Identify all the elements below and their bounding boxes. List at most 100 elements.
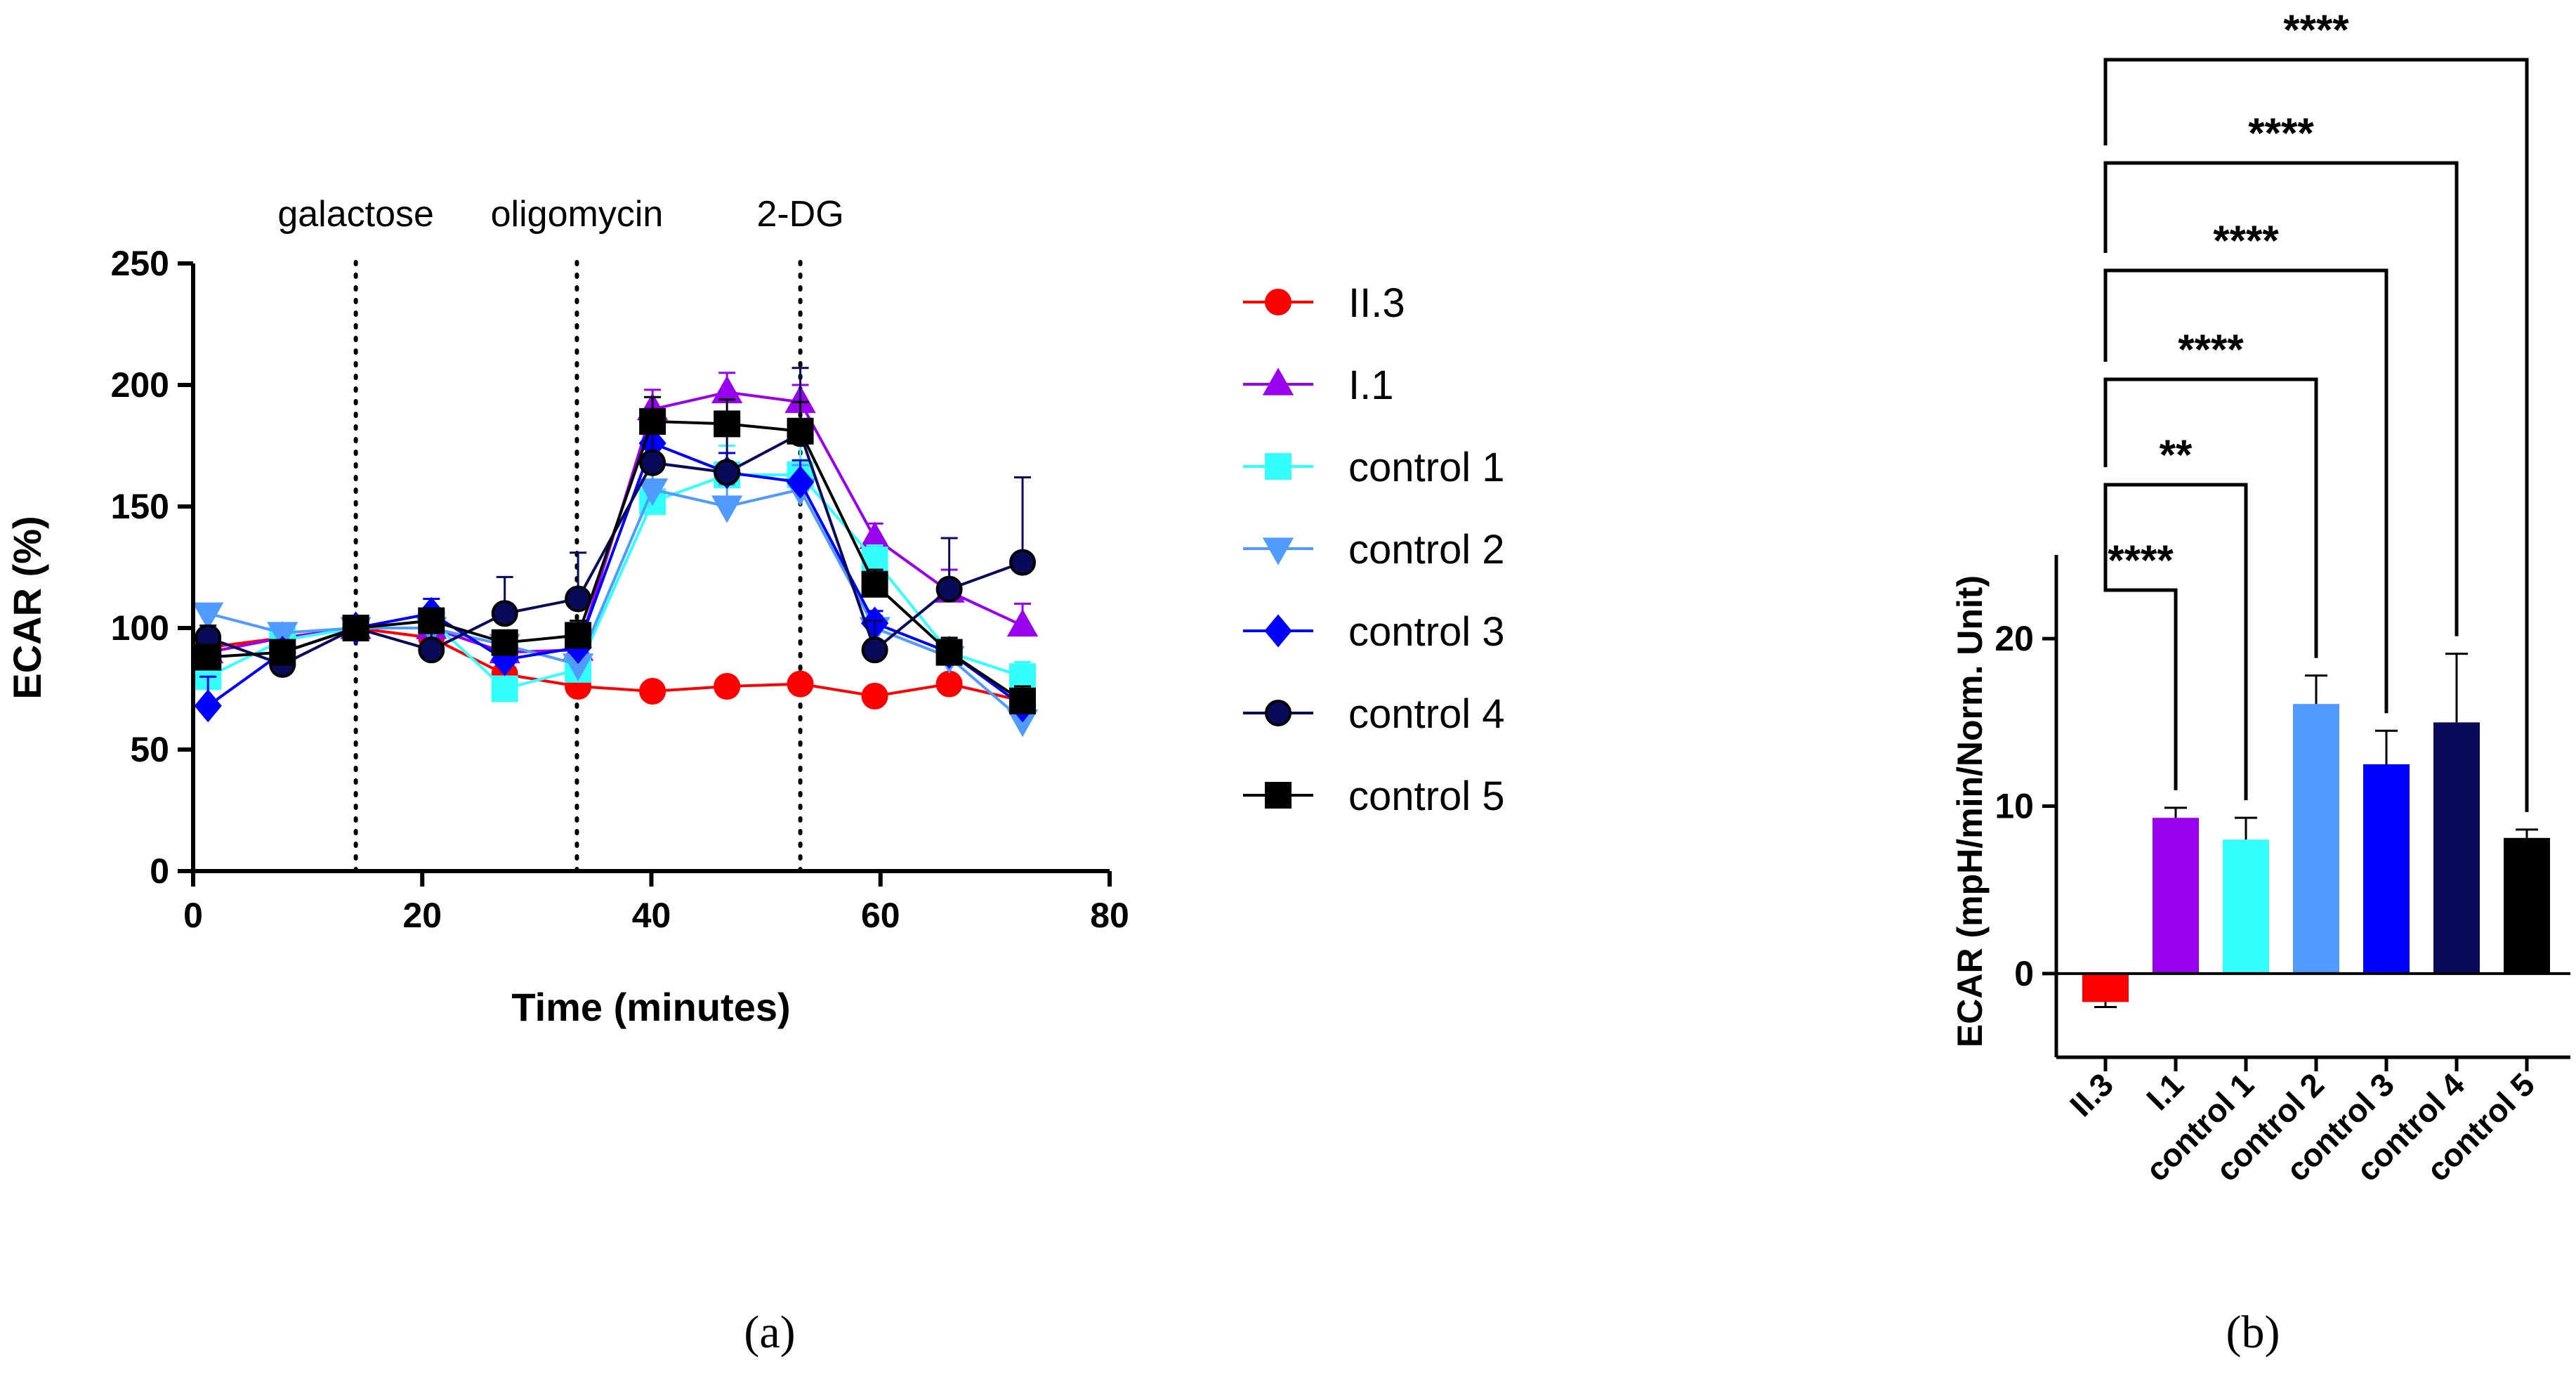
treatment-lines <box>353 258 803 873</box>
y-tick-label-a: 50 <box>130 730 169 769</box>
legend-label-control-5: control 5 <box>1348 773 1504 819</box>
legend-item-control-2: control 2 <box>1243 527 1504 573</box>
data-point <box>491 629 518 656</box>
data-point <box>639 449 666 476</box>
data-point <box>711 375 743 403</box>
x-tick-label-a: 40 <box>632 896 671 935</box>
series-line-control-5 <box>208 419 1024 702</box>
panel-a-line-chart: galactose oligomycin 2-DG 0 20 40 60 80 0 50 100 1… <box>5 194 1504 1029</box>
series-control-5 <box>195 396 1037 714</box>
data-point <box>491 675 518 702</box>
annotation-oligomycin: oligomycin <box>491 194 664 235</box>
bar-i-1 <box>2153 818 2199 974</box>
legend-label-ii-3: II.3 <box>1348 280 1405 326</box>
legend-item-ii-3: II.3 <box>1243 280 1405 326</box>
legend-item-control-3: control 3 <box>1243 609 1504 655</box>
data-point <box>935 639 963 666</box>
data-point <box>1009 687 1037 714</box>
legend-marker-control-1 <box>1265 453 1292 480</box>
bar-group-control-2 <box>2293 674 2339 974</box>
significance-label: **** <box>2178 326 2244 373</box>
y-tick-label-a: 250 <box>111 244 169 283</box>
legend-item-i-1: I.1 <box>1243 362 1394 408</box>
series-line-control-1 <box>207 473 1023 691</box>
bracket-i-1: **** <box>2103 537 2178 790</box>
y-axis-title-a: ECAR (%) <box>5 516 49 699</box>
bracket-line <box>2103 268 2388 714</box>
data-point <box>1006 608 1039 637</box>
bar-group-control-1 <box>2223 816 2269 974</box>
data-point <box>861 570 888 598</box>
significance-label: **** <box>2283 6 2349 53</box>
y-tick-label-b: 10 <box>1995 787 2034 826</box>
legend-marker-control-4 <box>1265 700 1292 726</box>
bar-control-4 <box>2433 722 2480 974</box>
bracket-line <box>2103 483 2248 801</box>
bracket-control-1: ** <box>2103 431 2248 801</box>
x-tick-label-a: 20 <box>402 896 442 935</box>
data-point <box>787 417 814 445</box>
bar-control-2 <box>2293 704 2339 974</box>
bar-control-3 <box>2363 764 2410 974</box>
legend-marker-i-1 <box>1262 367 1294 396</box>
y-tick-label-a: 150 <box>111 487 169 526</box>
y-tick-label-a: 200 <box>111 365 169 405</box>
annotation-2-dg: 2-DG <box>756 194 843 235</box>
legend-marker-ii-3 <box>1265 289 1292 315</box>
legend-label-control-3: control 3 <box>1348 609 1504 655</box>
series-i-1 <box>192 372 1039 664</box>
data-point <box>1009 549 1037 576</box>
data-point <box>192 602 224 630</box>
y-tick-label-b: 20 <box>1995 619 2034 658</box>
legend-item-control-5: control 5 <box>1243 773 1504 819</box>
legend-label-i-1: I.1 <box>1348 362 1394 408</box>
bar-control-5 <box>2504 837 2550 974</box>
bar-group-ii-3 <box>2082 973 2129 1008</box>
bar-group-control-4 <box>2433 653 2480 974</box>
bar-group-control-3 <box>2363 729 2410 974</box>
significance-label: ** <box>2160 431 2193 478</box>
data-point <box>1009 663 1037 691</box>
legend-marker-control-2 <box>1262 537 1294 566</box>
significance-label: **** <box>2213 217 2279 264</box>
significance-label: **** <box>2108 537 2174 584</box>
y-axis-title-b: ECAR (mpH/min/Norm. Unit) <box>1950 575 1990 1047</box>
bracket-control-3: **** <box>2103 217 2388 714</box>
data-point <box>195 643 222 671</box>
data-point <box>639 677 666 705</box>
bracket-line <box>2103 555 2178 790</box>
data-point <box>565 622 592 649</box>
x-tick-label-a: 80 <box>1090 896 1129 935</box>
bars <box>2082 653 2550 1008</box>
annotation-galactose: galactose <box>277 194 434 235</box>
data-point <box>267 622 298 650</box>
x-axis-title-a: Time (minutes) <box>511 985 790 1029</box>
bar-group-i-1 <box>2153 806 2199 974</box>
panel-label-b: (b) <box>2226 1307 2280 1358</box>
x-tick-label-ii-3: II.3 <box>2063 1066 2120 1123</box>
data-point <box>711 495 743 523</box>
data-point <box>269 639 296 666</box>
panel-label-a: (a) <box>744 1307 795 1358</box>
data-point <box>786 465 815 499</box>
series-line-i-1 <box>207 391 1023 654</box>
data-point <box>637 478 669 506</box>
legend-item-control-4: control 4 <box>1243 691 1504 737</box>
data-point <box>861 682 888 710</box>
bar-control-1 <box>2223 839 2269 974</box>
legend-label-control-1: control 1 <box>1348 445 1504 490</box>
bar-ii-3 <box>2082 973 2129 1002</box>
significance-brackets: ********************** <box>2103 6 2529 812</box>
series-control-3 <box>194 420 1037 723</box>
data-point <box>194 689 222 723</box>
bracket-control-2: **** <box>2103 326 2318 658</box>
legend: II.3 I.1 control 1 control 2 control 3 contro… <box>1243 280 1504 819</box>
y-tick-label-a: 100 <box>111 608 169 648</box>
data-point <box>935 575 963 603</box>
data-point <box>714 673 741 700</box>
data-point <box>418 607 445 634</box>
data-point <box>491 600 518 627</box>
